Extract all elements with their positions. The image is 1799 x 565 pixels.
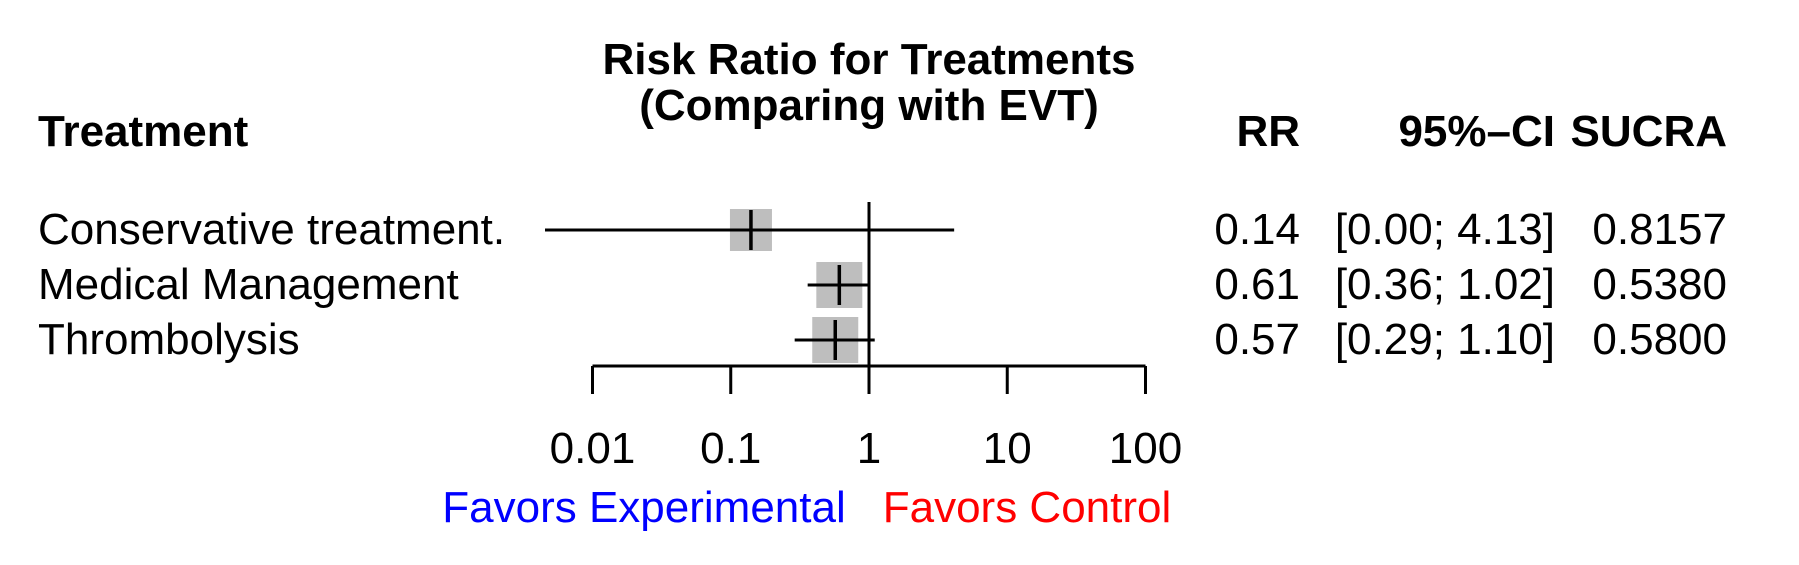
column-header-ci: 95%–CI	[1398, 107, 1555, 156]
chart-title-line1: Risk Ratio for Treatments	[602, 35, 1136, 84]
axis-tick-label: 10	[982, 424, 1032, 473]
column-header-rr: RR	[1236, 107, 1300, 156]
axis-tick-label: 100	[1108, 424, 1183, 473]
axis-tick-label: 1	[856, 424, 882, 473]
rr-value: 0.61	[1214, 260, 1300, 309]
rr-value: 0.57	[1214, 315, 1300, 364]
treatment-label: Conservative treatment.	[38, 205, 506, 254]
axis-tick-label: 0.1	[700, 424, 762, 473]
column-header-sucra: SUCRA	[1570, 107, 1727, 156]
favors-experimental-label: Favors Experimental	[442, 483, 846, 532]
column-header-treatment: Treatment	[38, 107, 249, 156]
axis-tick-label: 0.01	[549, 424, 636, 473]
ci-value: [0.00; 4.13]	[1334, 205, 1555, 254]
ci-value: [0.29; 1.10]	[1334, 315, 1555, 364]
chart-title-line2: (Comparing with EVT)	[639, 81, 1099, 130]
treatment-label: Thrombolysis	[38, 315, 300, 364]
favors-control-label: Favors Control	[882, 483, 1172, 532]
sucra-value: 0.5800	[1592, 315, 1727, 364]
rr-value: 0.14	[1214, 205, 1300, 254]
treatment-label: Medical Management	[38, 260, 459, 309]
sucra-value: 0.8157	[1592, 205, 1727, 254]
ci-value: [0.36; 1.02]	[1334, 260, 1555, 309]
sucra-value: 0.5380	[1592, 260, 1727, 309]
